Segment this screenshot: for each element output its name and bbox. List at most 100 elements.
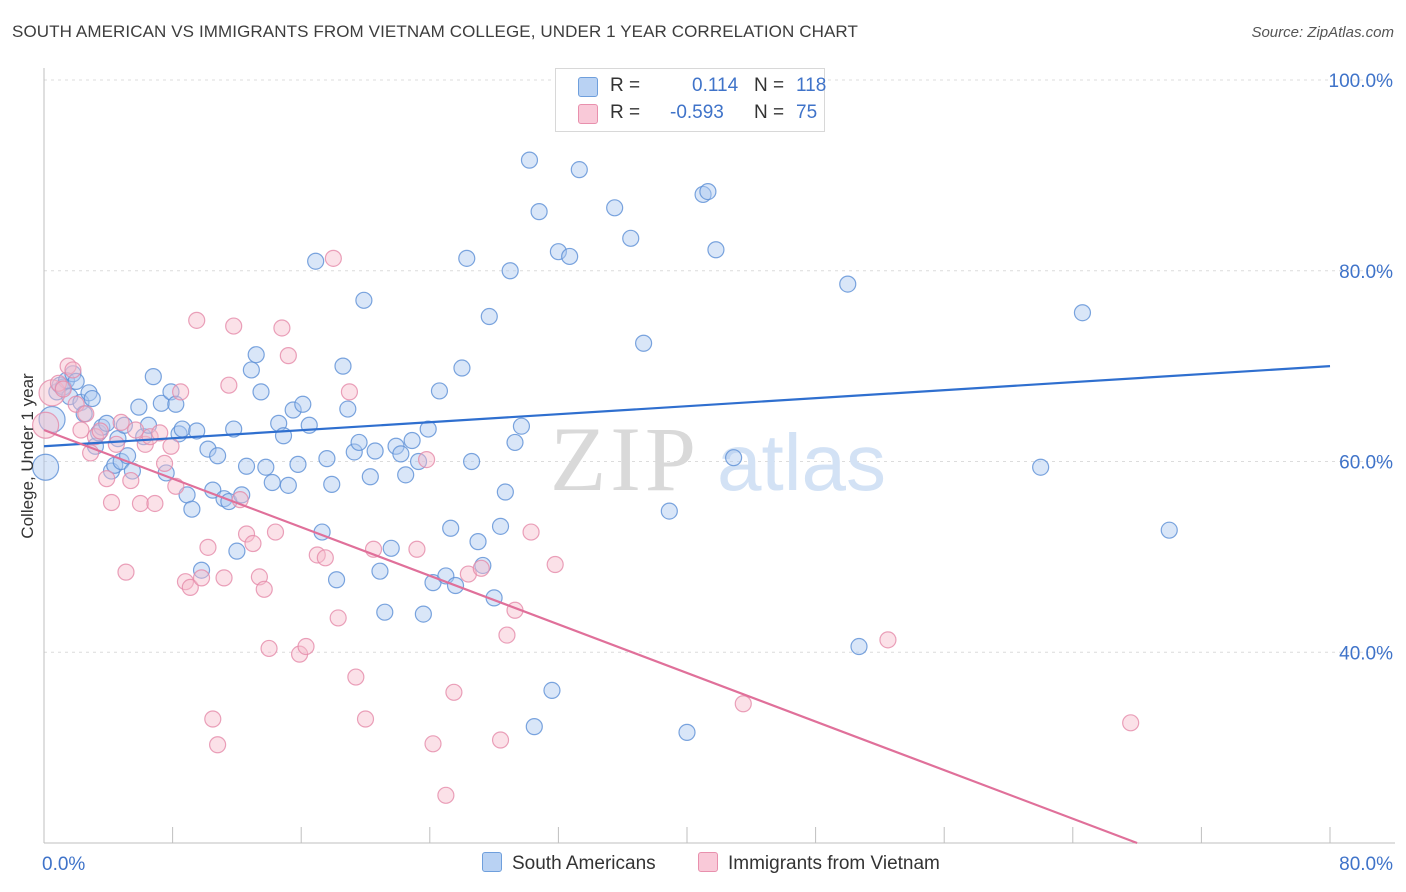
point-immigrants-from-vietnam bbox=[1122, 714, 1140, 732]
series-immigrants-from-vietnam bbox=[32, 249, 1140, 804]
point-immigrants-from-vietnam bbox=[151, 424, 169, 442]
watermark-atlas: atlas bbox=[717, 418, 886, 507]
point-immigrants-from-vietnam bbox=[279, 347, 297, 365]
point-south-americans bbox=[289, 455, 307, 473]
n-value-south-americans: 118 bbox=[796, 75, 827, 96]
point-immigrants-from-vietnam bbox=[181, 578, 199, 596]
point-immigrants-from-vietnam bbox=[162, 437, 180, 455]
point-south-americans bbox=[247, 346, 265, 364]
point-immigrants-from-vietnam bbox=[255, 580, 273, 598]
point-immigrants-from-vietnam bbox=[209, 736, 227, 754]
point-south-americans bbox=[430, 382, 449, 400]
point-south-americans bbox=[327, 571, 346, 589]
point-immigrants-from-vietnam bbox=[117, 563, 135, 581]
point-south-americans bbox=[530, 203, 548, 221]
point-south-americans bbox=[83, 389, 101, 408]
point-south-americans bbox=[442, 519, 460, 537]
point-south-americans bbox=[634, 334, 653, 352]
point-south-americans bbox=[678, 723, 696, 741]
watermark-zip: ZIP bbox=[550, 408, 700, 510]
point-immigrants-from-vietnam bbox=[204, 710, 222, 728]
legend-item-immigrants-from-vietnam: Immigrants from Vietnam bbox=[698, 852, 940, 875]
point-immigrants-from-vietnam bbox=[127, 421, 145, 439]
point-south-americans bbox=[549, 243, 568, 261]
point-south-americans bbox=[242, 361, 260, 379]
n-label: N = bbox=[754, 75, 785, 96]
point-south-americans bbox=[382, 539, 400, 557]
point-south-americans bbox=[361, 468, 379, 486]
point-immigrants-from-vietnam bbox=[102, 493, 121, 512]
r-value-immigrants-from-vietnam: -0.593 bbox=[670, 102, 724, 123]
point-south-americans bbox=[458, 249, 476, 267]
point-south-americans bbox=[32, 453, 60, 481]
point-south-americans bbox=[474, 556, 492, 575]
point-immigrants-from-vietnam bbox=[340, 383, 359, 401]
point-south-americans bbox=[263, 473, 281, 492]
r-value-south-americans: 0.114 bbox=[692, 75, 739, 96]
point-south-americans bbox=[252, 383, 270, 401]
point-immigrants-from-vietnam bbox=[260, 639, 278, 658]
trendline-immigrants-from-vietnam bbox=[43, 428, 1138, 845]
point-immigrants-from-vietnam bbox=[734, 695, 752, 713]
point-immigrants-from-vietnam bbox=[155, 454, 174, 473]
point-south-americans bbox=[469, 533, 487, 551]
point-south-americans bbox=[480, 307, 498, 326]
r-label: R = bbox=[610, 102, 641, 123]
x-tick-label-max: 80.0% bbox=[1339, 854, 1393, 875]
y-tick-label: 100.0% bbox=[1329, 71, 1394, 92]
point-south-americans bbox=[725, 449, 743, 467]
point-south-americans bbox=[130, 398, 148, 416]
point-south-americans bbox=[1032, 458, 1050, 476]
point-south-americans bbox=[414, 605, 432, 623]
point-immigrants-from-vietnam bbox=[491, 731, 510, 749]
point-south-americans bbox=[152, 394, 170, 412]
point-immigrants-from-vietnam bbox=[316, 549, 334, 567]
point-south-americans bbox=[188, 422, 206, 440]
point-immigrants-from-vietnam bbox=[98, 470, 116, 488]
point-south-americans bbox=[512, 417, 531, 435]
point-immigrants-from-vietnam bbox=[324, 249, 342, 267]
point-south-americans bbox=[570, 161, 588, 179]
point-immigrants-from-vietnam bbox=[91, 422, 109, 440]
point-south-americans bbox=[350, 433, 368, 452]
point-immigrants-from-vietnam bbox=[122, 471, 140, 490]
point-immigrants-from-vietnam bbox=[237, 525, 256, 543]
point-south-americans bbox=[694, 185, 712, 204]
legend-swatch-blue bbox=[482, 852, 502, 872]
point-immigrants-from-vietnam bbox=[107, 435, 125, 453]
point-south-americans bbox=[419, 420, 437, 438]
point-south-americans bbox=[279, 476, 297, 494]
y-tick-label: 80.0% bbox=[1339, 262, 1393, 283]
point-south-americans bbox=[397, 466, 415, 484]
point-south-americans bbox=[323, 475, 341, 493]
point-south-americans bbox=[850, 637, 868, 656]
point-immigrants-from-vietnam bbox=[417, 450, 436, 469]
point-immigrants-from-vietnam bbox=[472, 559, 490, 577]
point-immigrants-from-vietnam bbox=[273, 319, 291, 337]
point-immigrants-from-vietnam bbox=[408, 540, 426, 558]
point-south-americans bbox=[453, 359, 471, 377]
point-immigrants-from-vietnam bbox=[54, 380, 72, 398]
point-immigrants-from-vietnam bbox=[215, 569, 233, 587]
legend-swatch-blue bbox=[578, 77, 598, 97]
stats-legend: R = 0.114 N = 118 R = -0.593 N = 75 bbox=[555, 68, 827, 132]
point-south-americans bbox=[284, 401, 302, 419]
point-south-americans bbox=[839, 275, 857, 293]
n-label: N = bbox=[754, 102, 785, 123]
point-immigrants-from-vietnam bbox=[437, 786, 455, 804]
point-south-americans bbox=[520, 151, 539, 169]
point-south-americans bbox=[144, 368, 162, 386]
point-immigrants-from-vietnam bbox=[445, 683, 463, 701]
point-immigrants-from-vietnam bbox=[522, 523, 540, 541]
point-south-americans bbox=[1160, 521, 1178, 539]
legend-swatch-pink bbox=[578, 104, 598, 124]
point-south-americans bbox=[355, 291, 373, 309]
point-south-americans bbox=[294, 395, 312, 413]
legend-label-south-americans: South Americans bbox=[512, 853, 656, 874]
point-south-americans bbox=[561, 247, 579, 266]
point-south-americans bbox=[462, 452, 481, 471]
point-south-americans bbox=[501, 262, 519, 280]
point-immigrants-from-vietnam bbox=[424, 735, 442, 753]
point-immigrants-from-vietnam bbox=[199, 538, 217, 556]
